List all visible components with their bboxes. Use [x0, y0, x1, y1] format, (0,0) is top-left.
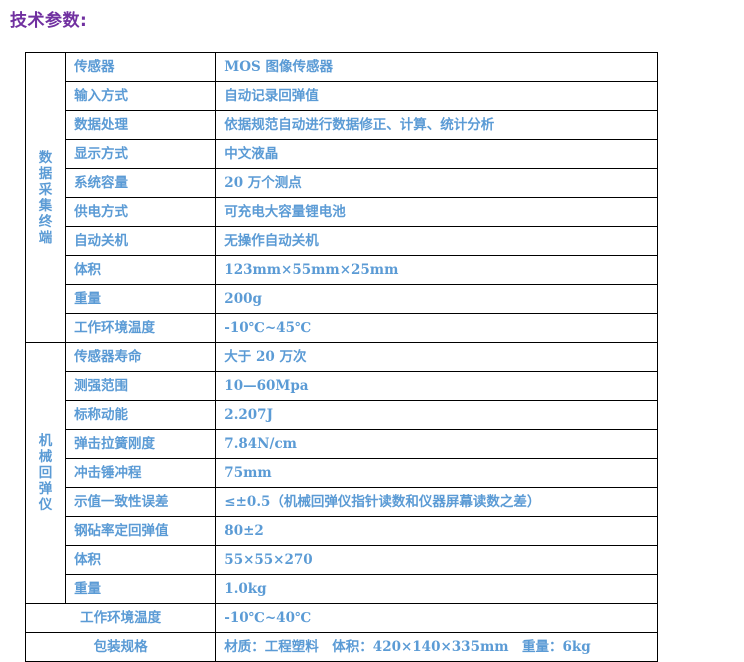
table-row: 机械回弹仪 传感器寿命 大于 20 万次: [24, 342, 658, 604]
value-sensor-life: 大于 20 万次: [215, 342, 658, 372]
table-row: 标称动能 2.207J: [26, 400, 658, 430]
table-row: 系统容量 20 万个测点: [26, 168, 658, 198]
param-anvil-calibration: 钢砧率定回弹值: [65, 516, 217, 546]
group-label-rebound-hammer: 机械回弹仪: [24, 342, 67, 604]
table-row: 数据采集终端 传感器 MOS 图像传感器: [24, 52, 658, 343]
table-row: 重量 1.0kg: [26, 574, 658, 604]
value-display-method: 中文液晶: [215, 139, 658, 169]
value-packaging-spec: 材质：工程塑料 体积：420×140×335mm 重量：6kg: [215, 632, 658, 662]
param-terminal-temperature: 工作环境温度: [65, 313, 217, 343]
value-auto-shutdown: 无操作自动关机: [215, 226, 658, 256]
param-strength-range: 测强范围: [65, 371, 217, 401]
value-anvil-calibration: 80±2: [215, 516, 658, 546]
value-terminal-weight: 200g: [215, 284, 658, 314]
table-row: 工作环境温度 -10℃~40℃: [24, 603, 658, 633]
group-label-text: 机械回弹仪: [38, 433, 53, 513]
value-terminal-volume: 123mm×55mm×25mm: [215, 255, 658, 285]
param-system-capacity: 系统容量: [65, 168, 217, 198]
table-row: 弹击拉簧刚度 7.84N/cm: [26, 429, 658, 459]
param-input-method: 输入方式: [65, 81, 217, 111]
group-label-data-terminal: 数据采集终端: [24, 52, 67, 343]
spec-table-body: 数据采集终端 传感器 MOS 图像传感器 输入方式 自动记录回弹值 数据处理 依…: [24, 52, 658, 662]
group-label-text: 数据采集终端: [38, 149, 53, 246]
value-sensor: MOS 图像传感器: [215, 52, 658, 82]
param-sensor: 传感器: [65, 52, 217, 82]
value-spring-stiffness: 7.84N/cm: [215, 429, 658, 459]
param-sensor-life: 传感器寿命: [65, 342, 217, 372]
table-row: 测强范围 10—60Mpa: [26, 371, 658, 401]
table-row: 示值一致性误差 ≤±0.5（机械回弹仪指针读数和仪器屏幕读数之差）: [26, 487, 658, 517]
param-spring-stiffness: 弹击拉簧刚度: [65, 429, 217, 459]
value-system-capacity: 20 万个测点: [215, 168, 658, 198]
value-nominal-energy: 2.207J: [215, 400, 658, 430]
param-consistency-error: 示值一致性误差: [65, 487, 217, 517]
table-row: 显示方式 中文液晶: [26, 139, 658, 169]
value-hammer-weight: 1.0kg: [215, 574, 658, 604]
value-terminal-temperature: -10℃~45℃: [215, 313, 658, 343]
param-packaging-spec: 包装规格: [24, 632, 217, 662]
spec-table-container: 数据采集终端 传感器 MOS 图像传感器 输入方式 自动记录回弹值 数据处理 依…: [24, 52, 658, 662]
table-row: 自动关机 无操作自动关机: [26, 226, 658, 256]
table-row: 体积 55×55×270: [26, 545, 658, 575]
table-row: 体积 123mm×55mm×25mm: [26, 255, 658, 285]
page-title: 技术参数:: [10, 11, 88, 31]
value-hammer-volume: 55×55×270: [215, 545, 658, 575]
table-row: 供电方式 可充电大容量锂电池: [26, 197, 658, 227]
table-row: 包装规格 材质：工程塑料 体积：420×140×335mm 重量：6kg: [24, 632, 658, 662]
param-hammer-volume: 体积: [65, 545, 217, 575]
table-row: 钢砧率定回弹值 80±2: [26, 516, 658, 546]
param-power-supply: 供电方式: [65, 197, 217, 227]
param-data-processing: 数据处理: [65, 110, 217, 140]
value-hammer-stroke: 75mm: [215, 458, 658, 488]
value-consistency-error: ≤±0.5（机械回弹仪指针读数和仪器屏幕读数之差）: [215, 487, 658, 517]
param-nominal-energy: 标称动能: [65, 400, 217, 430]
param-display-method: 显示方式: [65, 139, 217, 169]
table-row: 输入方式 自动记录回弹值: [26, 81, 658, 111]
param-terminal-volume: 体积: [65, 255, 217, 285]
table-row: 重量 200g: [26, 284, 658, 314]
value-input-method: 自动记录回弹值: [215, 81, 658, 111]
value-power-supply: 可充电大容量锂电池: [215, 197, 658, 227]
table-row: 工作环境温度 -10℃~45℃: [26, 313, 658, 343]
param-terminal-weight: 重量: [65, 284, 217, 314]
value-strength-range: 10—60Mpa: [215, 371, 658, 401]
param-auto-shutdown: 自动关机: [65, 226, 217, 256]
param-operating-temperature: 工作环境温度: [24, 603, 217, 633]
table-row: 数据处理 依据规范自动进行数据修正、计算、统计分析: [26, 110, 658, 140]
param-hammer-stroke: 冲击锤冲程: [65, 458, 217, 488]
table-row: 冲击锤冲程 75mm: [26, 458, 658, 488]
param-hammer-weight: 重量: [65, 574, 217, 604]
technical-spec-table: 数据采集终端 传感器 MOS 图像传感器 输入方式 自动记录回弹值 数据处理 依…: [24, 52, 658, 662]
value-data-processing: 依据规范自动进行数据修正、计算、统计分析: [215, 110, 658, 140]
value-operating-temperature: -10℃~40℃: [215, 603, 658, 633]
